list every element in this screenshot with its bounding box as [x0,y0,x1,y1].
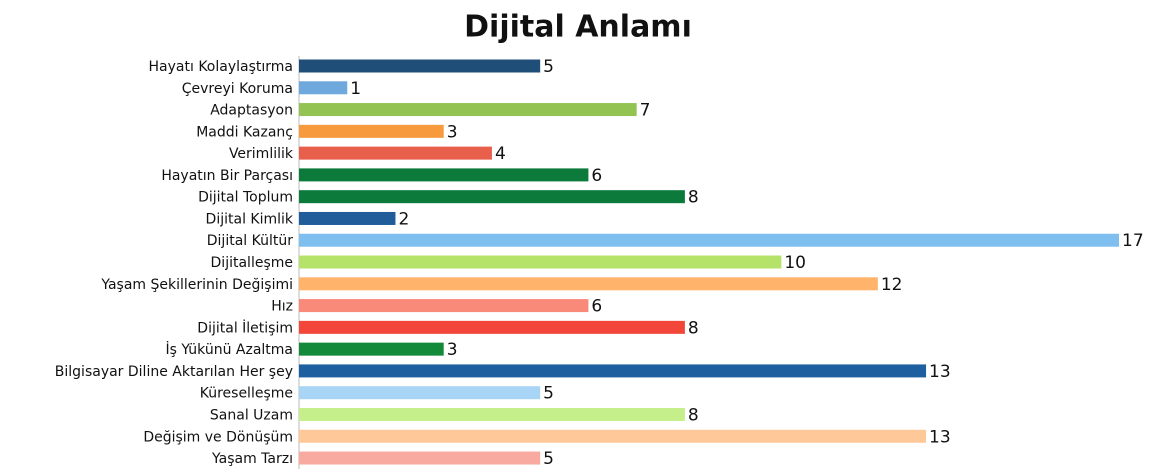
bar [299,81,348,95]
value-label: 2 [398,209,409,229]
value-label: 12 [881,275,903,295]
bar [299,211,396,225]
category-label: Yaşam Şekillerinin Değişimi [100,277,293,293]
category-label: Dijital Kültür [207,233,293,249]
category-label: Çevreyi Koruma [182,81,293,97]
value-label: 7 [640,101,651,121]
value-label: 5 [543,449,554,469]
category-label: İş Yükünü Azaltma [165,340,293,358]
value-label: 13 [929,362,951,382]
value-label: 10 [784,253,806,273]
bar [299,124,444,138]
bar [299,103,637,117]
bar [299,451,541,465]
bar [299,146,492,160]
category-label: Sanal Uzam [210,407,293,423]
category-label: Hayatı Kolaylaştırma [149,59,293,75]
bar [299,429,927,443]
category-label: Dijitalleşme [211,255,293,271]
value-label: 6 [591,297,602,317]
value-label: 8 [688,188,699,208]
category-label: Maddi Kazanç [196,124,293,140]
category-label: Küreselleşme [200,386,293,402]
value-label: 13 [929,427,951,447]
value-label: 3 [447,122,458,142]
bar [299,364,927,378]
bar [299,255,782,269]
value-label: 5 [543,384,554,404]
value-label: 5 [543,57,554,77]
category-label: Dijital Toplum [198,190,293,206]
category-label: Dijital Kimlik [206,211,294,227]
category-label: Hız [271,299,293,315]
bar [299,59,541,73]
value-label: 8 [688,318,699,338]
value-label: 1 [350,79,361,99]
bar [299,342,444,356]
bar [299,386,541,400]
value-label: 3 [447,340,458,360]
category-label: Dijital İletişim [197,318,293,336]
bar [299,320,685,334]
bar [299,168,589,182]
value-label: 17 [1122,231,1144,251]
value-label: 6 [591,166,602,186]
bar [299,233,1119,247]
category-label: Değişim ve Dönüşüm [143,429,293,445]
category-label: Bilgisayar Diline Aktarılan Her şey [55,364,293,380]
category-label: Yaşam Tarzı [211,451,293,467]
bar [299,190,685,204]
bar [299,277,878,291]
category-label: Hayatın Bir Parçası [161,168,293,184]
bar [299,407,685,421]
value-label: 4 [495,144,506,164]
bar [299,299,589,313]
value-label: 8 [688,405,699,425]
chart-title: Dijital Anlamı [464,10,692,45]
category-label: Verimlilik [229,146,294,162]
category-label: Adaptasyon [210,103,293,119]
